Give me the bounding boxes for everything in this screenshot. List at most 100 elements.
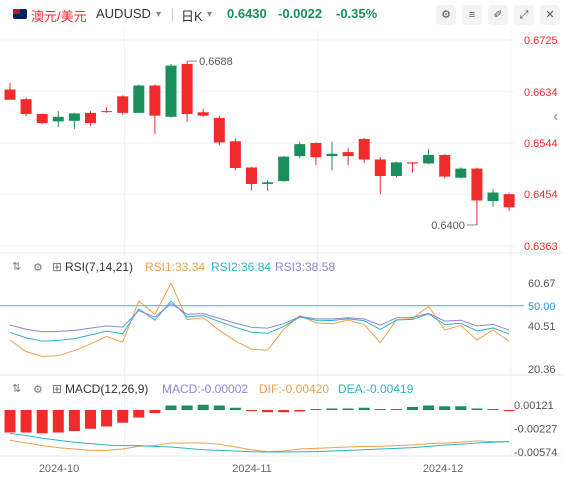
- candle-body[interactable]: [52, 116, 64, 122]
- macd-histogram-bar: [52, 410, 64, 433]
- candle-body[interactable]: [213, 117, 225, 143]
- rsi-series-line: [9, 303, 510, 333]
- candle-body[interactable]: [4, 89, 16, 100]
- candle-body[interactable]: [262, 182, 274, 184]
- fullscreen-icon[interactable]: ⤢: [514, 5, 534, 25]
- pair-code[interactable]: AUDUSD: [96, 6, 151, 21]
- sliders-icon[interactable]: ≡: [462, 5, 482, 25]
- price-axis-tick: 0.6454: [524, 189, 558, 201]
- macd-histogram-bar: [101, 410, 113, 427]
- macd-histogram-bar: [197, 404, 209, 410]
- macd-title: MACD(12,26,9): [65, 382, 148, 396]
- candle-body[interactable]: [310, 143, 322, 158]
- toggle-indicator-icon[interactable]: ⇅: [12, 261, 21, 273]
- candle-body[interactable]: [68, 113, 80, 121]
- macd-histogram-bar: [342, 408, 354, 410]
- header-divider: [172, 8, 173, 22]
- price-change: -0.0022: [278, 6, 323, 21]
- macd-histogram-bar: [20, 410, 32, 433]
- macd-series-label: MACD:-0.00002: [162, 382, 248, 396]
- rsi-title: RSI(7,14,21): [65, 260, 133, 274]
- candle-body[interactable]: [101, 111, 113, 113]
- macd-histogram-bar: [181, 405, 193, 410]
- candle-body[interactable]: [294, 144, 306, 157]
- rsi-series-label: RSI3:38.58: [275, 260, 335, 274]
- macd-histogram-bar: [246, 410, 257, 411]
- candle-body[interactable]: [246, 167, 257, 184]
- candle-body[interactable]: [423, 154, 435, 164]
- macd-series-line: [9, 432, 510, 453]
- macd-histogram-bar: [294, 410, 306, 412]
- macd-axis-tick: -0.00574: [514, 447, 557, 459]
- candle-body[interactable]: [374, 159, 386, 177]
- candle-body[interactable]: [455, 168, 467, 178]
- price-axis-tick: 0.6544: [524, 138, 558, 150]
- candle-body[interactable]: [133, 85, 145, 113]
- candle-body[interactable]: [326, 153, 338, 157]
- macd-series-line: [9, 439, 510, 453]
- candle-body[interactable]: [471, 168, 483, 201]
- macd-histogram-bar: [423, 405, 435, 410]
- macd-series-label: DIF:-0.00420: [259, 382, 329, 396]
- au-flag-icon: [13, 9, 27, 19]
- macd-histogram-bar: [85, 410, 96, 429]
- rsi-axis-tick: 20.36: [528, 364, 556, 376]
- macd-axis-tick: 0.00121: [514, 400, 554, 412]
- date-axis-tick: 2024-10: [39, 463, 79, 475]
- candle-body[interactable]: [85, 112, 96, 124]
- candle-body[interactable]: [358, 139, 370, 160]
- candle-body[interactable]: [165, 65, 177, 117]
- rsi-axis-tick: 60.67: [528, 278, 556, 290]
- price-axis-tick: 0.6725: [524, 35, 558, 47]
- symbol-dropdown-icon[interactable]: ▾: [156, 9, 162, 20]
- last-price: 0.6430: [227, 6, 267, 21]
- candle-body[interactable]: [487, 192, 499, 202]
- macd-histogram-bar: [36, 410, 48, 434]
- candle-body[interactable]: [503, 194, 515, 208]
- macd-histogram-bar: [503, 410, 515, 411]
- collapse-arrow-icon[interactable]: ‹: [553, 108, 558, 125]
- price-change-percent: -0.35%: [336, 6, 378, 21]
- candle-body[interactable]: [439, 154, 451, 177]
- rsi-series-line: [9, 300, 510, 342]
- macd-histogram-bar: [455, 406, 467, 410]
- candle-body[interactable]: [278, 156, 290, 182]
- macd-series-label: DEA:-0.00419: [338, 382, 414, 396]
- candle-body[interactable]: [342, 152, 354, 157]
- low-price-label: 0.6400: [431, 220, 465, 232]
- macd-histogram-bar: [407, 407, 418, 410]
- macd-histogram-bar: [165, 405, 177, 410]
- period-selector[interactable]: 日K: [181, 9, 203, 24]
- macd-histogram-bar: [133, 410, 145, 418]
- close-icon[interactable]: ✕: [540, 5, 560, 25]
- rsi-series-label: RSI2:36.84: [211, 260, 271, 274]
- toggle-indicator-icon[interactable]: ⇅: [12, 383, 21, 395]
- date-axis-tick: 2024-12: [423, 463, 463, 475]
- candle-body[interactable]: [407, 162, 418, 164]
- candle-body[interactable]: [117, 96, 129, 113]
- candle-body[interactable]: [390, 162, 402, 177]
- expand-indicator-icon[interactable]: ⊞: [52, 382, 62, 396]
- candle-body[interactable]: [20, 99, 32, 114]
- macd-histogram-bar: [149, 410, 161, 413]
- settings-icon[interactable]: ⚙: [436, 5, 456, 25]
- macd-histogram-bar: [229, 407, 241, 410]
- expand-indicator-icon[interactable]: ⊞: [52, 260, 62, 274]
- candle-body[interactable]: [197, 112, 209, 116]
- candle-body[interactable]: [149, 85, 161, 116]
- indicator-settings-icon[interactable]: ⚙: [33, 384, 43, 396]
- drawing-tools-icon[interactable]: ✐: [488, 5, 508, 25]
- candle-body[interactable]: [229, 141, 241, 169]
- macd-histogram-bar: [4, 410, 16, 433]
- high-price-label: 0.6688: [199, 56, 233, 68]
- candle-body[interactable]: [36, 113, 48, 124]
- rsi-series-line: [9, 281, 510, 357]
- macd-histogram-bar: [326, 408, 338, 410]
- indicator-settings-icon[interactable]: ⚙: [33, 262, 43, 274]
- rsi-series-label: RSI1:33.34: [145, 260, 205, 274]
- period-dropdown-icon[interactable]: ▾: [207, 9, 213, 20]
- rsi-axis-tick: 50.00: [528, 301, 556, 313]
- pair-name[interactable]: 澳元/美元: [31, 9, 87, 24]
- candle-body[interactable]: [181, 63, 193, 114]
